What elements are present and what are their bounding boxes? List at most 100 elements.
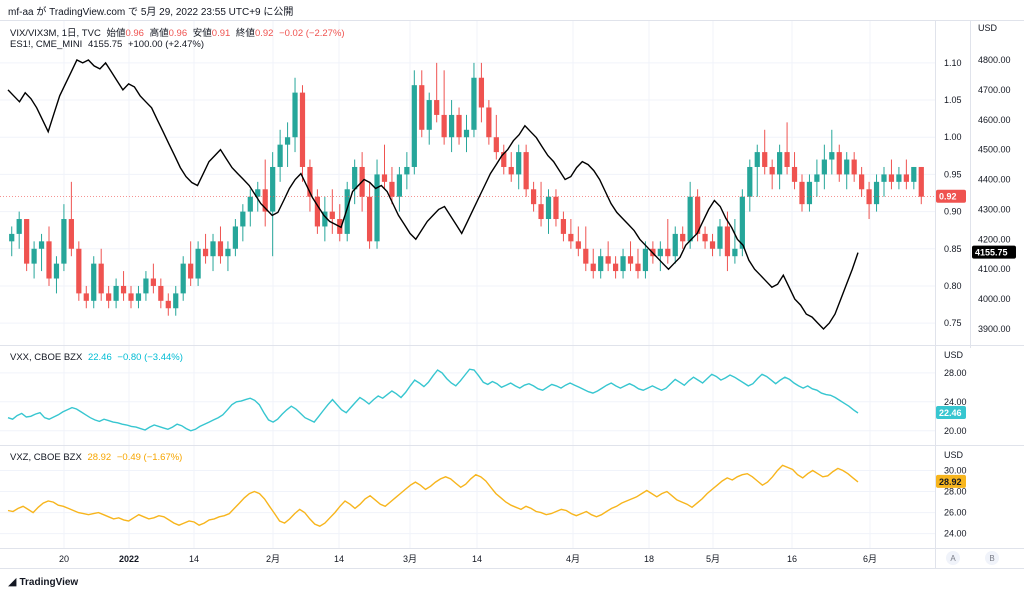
candle-body [575,241,581,249]
candle-body [91,263,97,301]
candle [612,256,619,279]
candle [918,166,924,205]
x-axis-label: 14 [472,554,482,564]
candle [76,241,82,301]
x-axis-label: 2022 [119,554,139,564]
vxz-line-path [7,464,859,527]
main-legend-2: ES1!, CME_MINI 4155.75 +100.00 (+2.47%) [10,39,207,50]
open-value: 0.96 [125,28,144,39]
candle [16,211,22,249]
x-axis-label: 16 [787,554,797,564]
x-axis-label: 6月 [863,554,877,564]
candle [150,263,156,294]
candle [270,152,276,257]
vxz-price-badge-text: 28.92 [939,477,962,487]
left-axis-tick: 1.00 [944,132,962,142]
candle-body [791,166,798,182]
right-axis-tick: 4200.00 [978,234,1011,244]
open-label: 始値 [106,28,126,39]
vxx-change: −0.80 (−3.44%) [117,352,183,363]
candle [605,241,611,272]
candle [911,166,917,190]
close-label: 終値 [235,28,255,39]
candle [501,144,507,175]
candle [195,241,201,286]
candle-body [255,189,261,197]
candle [38,233,45,272]
candle [91,256,97,309]
candle-body [680,233,686,242]
candle [463,114,470,153]
vxx-axis-tick: 24.00 [944,397,967,407]
candle-body [568,233,574,242]
b-scale-button[interactable]: B [985,551,999,565]
candle-body [493,137,499,153]
candle [389,166,395,205]
left-axis-tick: 0.85 [944,244,962,254]
auto-scale-button[interactable]: A [946,551,960,565]
candle-body [911,166,917,182]
vxx-line [7,368,859,432]
candle [732,219,738,264]
candle [46,226,52,286]
vix-ratio-change: −0.02 (−2.27%) [279,28,345,39]
candle [627,241,634,272]
candle [568,219,574,249]
candle-body [419,85,425,130]
candle [493,114,499,160]
candle-body [859,174,865,190]
candle-body [754,152,760,167]
tradingview-logo[interactable]: ◢ TradingView [8,575,78,588]
candle [143,271,149,301]
candle [873,174,880,212]
candle-body [747,166,753,197]
candle [881,166,887,197]
candle [299,85,306,182]
candle [53,256,60,294]
candle [575,226,581,257]
candle-body [866,189,872,205]
candle-body [173,293,179,309]
candle [83,285,89,309]
x-axis-label: 2月 [266,554,280,564]
candle-body [598,256,604,272]
candle-body [284,137,291,145]
candle [866,181,872,220]
divider-1 [0,345,1024,346]
candle [590,248,596,279]
pane-dividers [0,20,1024,569]
candle-body [501,152,507,167]
close-value: 0.92 [254,28,274,39]
left-axis-tick: 0.80 [944,281,962,291]
vxz-change: −0.49 (−1.67%) [116,452,183,463]
candle-body [560,219,567,234]
candle [441,70,447,145]
es-price-badge-bg [972,245,1016,259]
candle-body [762,152,768,167]
candle [896,166,902,190]
right-axis-tick: 4300.00 [978,204,1011,214]
candle [262,159,268,227]
candle [478,62,485,123]
candle-body [314,196,321,227]
candle-body [9,233,15,242]
candle-body [46,241,52,279]
candle [821,144,827,190]
candle [799,174,805,212]
candle-body [61,219,67,264]
candle [598,248,604,279]
es-change: +100.00 (+2.47%) [127,39,205,50]
x-axis-label: 18 [644,554,654,564]
x-axis-label: 4月 [566,554,580,564]
button-b-label: B [989,554,994,563]
candle-body [881,174,887,182]
candle-body [635,263,641,272]
candle-body [16,219,22,234]
candle-body [232,226,238,249]
candle [851,152,857,182]
candle [538,181,544,227]
candle [754,144,760,197]
candle [829,129,835,175]
candle-body [478,77,485,108]
